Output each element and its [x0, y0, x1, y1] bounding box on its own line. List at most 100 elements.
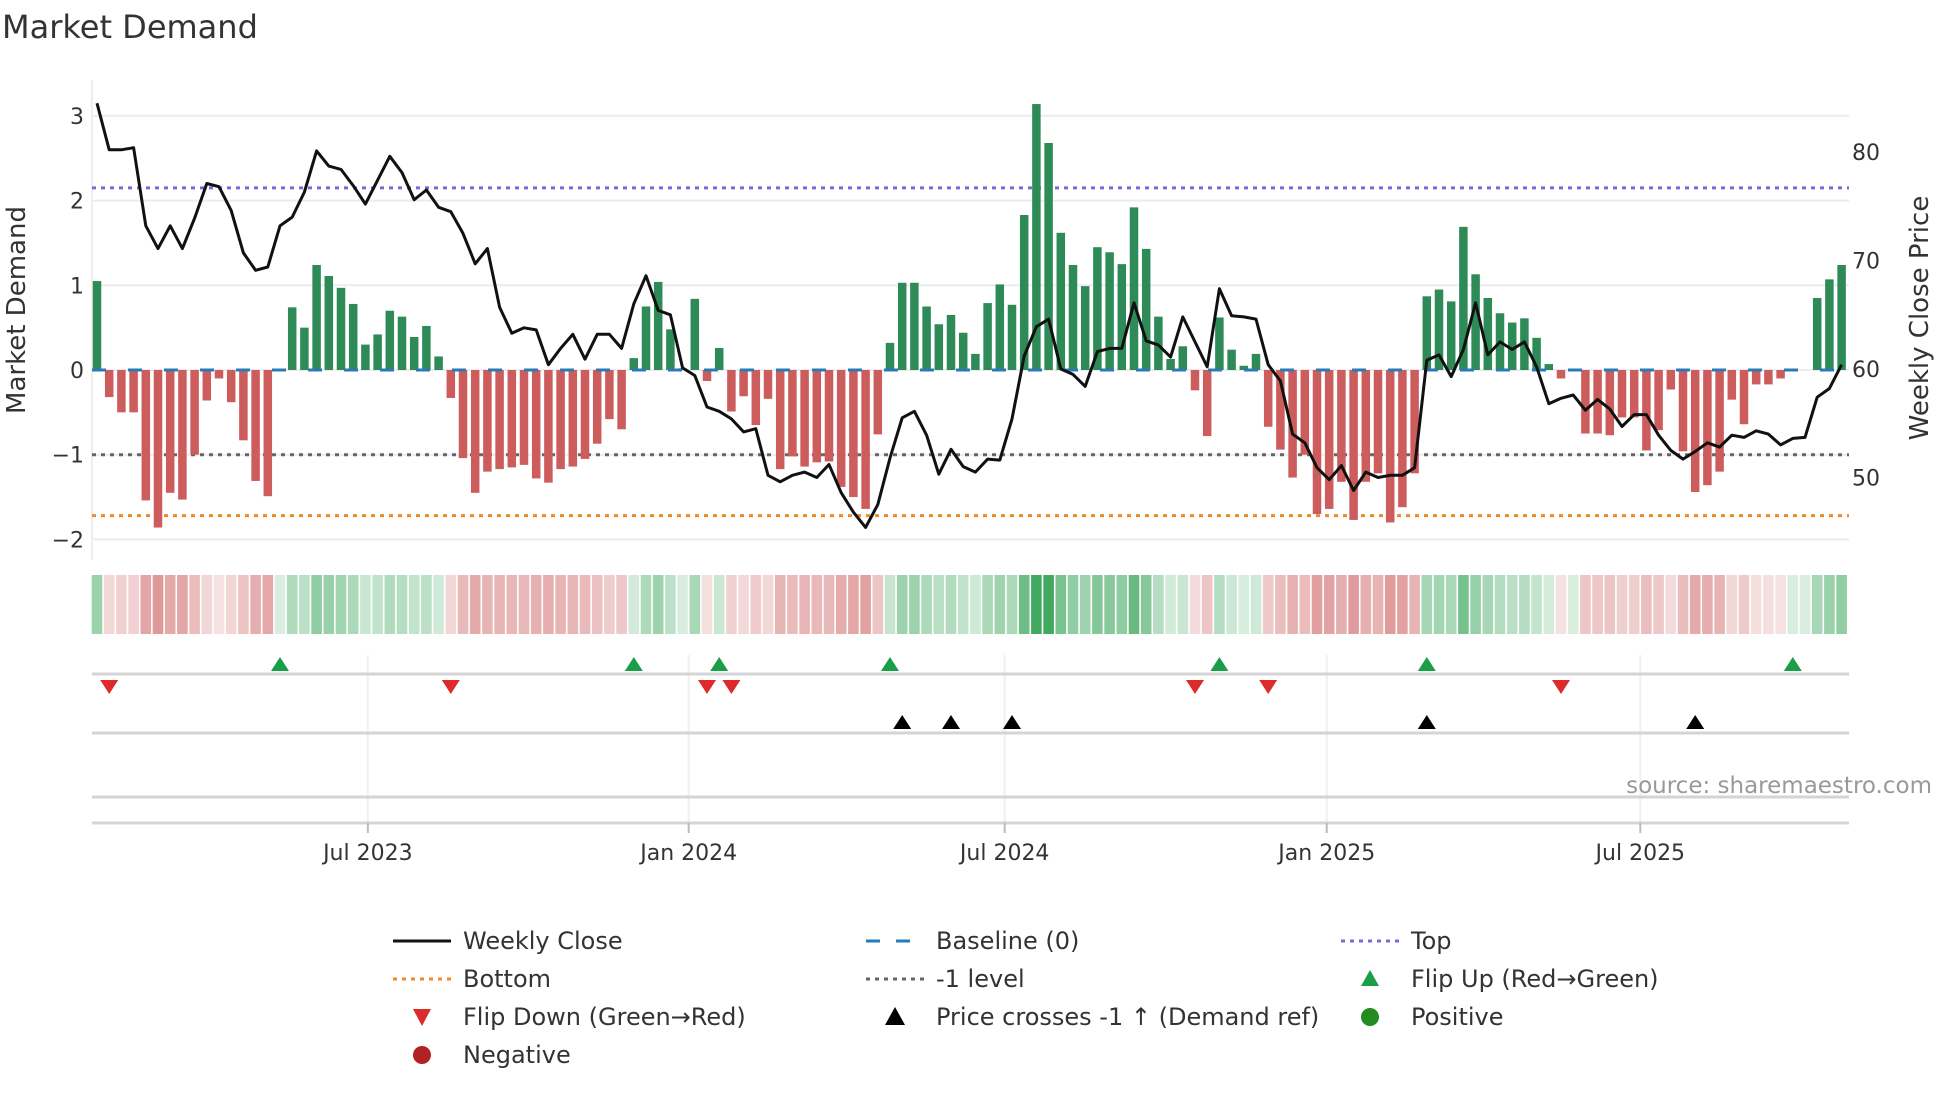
price-cross-marker — [1417, 715, 1436, 729]
y-tick-label: 1 — [70, 274, 84, 299]
negative-bar — [1385, 370, 1395, 523]
heat-cell — [860, 575, 871, 634]
negative-bar — [239, 370, 248, 441]
positive-bar — [885, 342, 895, 370]
positive-bar — [897, 282, 907, 370]
heat-cell — [1214, 575, 1225, 634]
positive-bar — [336, 287, 346, 370]
negative-bar — [519, 370, 529, 465]
y2-axis-label: Weekly Close Price — [1905, 196, 1935, 441]
negative-bar — [1593, 370, 1602, 434]
heat-cell — [665, 575, 676, 634]
positive-bar — [653, 281, 663, 370]
positive-bar — [629, 358, 639, 370]
positive-bar — [971, 353, 980, 370]
heat-cell — [1311, 575, 1323, 634]
negative-bar — [1276, 370, 1285, 450]
heat-cell — [1836, 575, 1847, 634]
heat-cell — [884, 575, 896, 634]
heat-cell — [811, 575, 823, 634]
heat-cell — [1384, 575, 1396, 634]
heat-cell — [1262, 575, 1274, 634]
heat-cell — [616, 575, 627, 634]
negative-bar — [458, 370, 468, 459]
negative-bar — [1690, 370, 1700, 492]
legend-label: Price crosses -1 ↑ (Demand ref) — [936, 1003, 1319, 1031]
heat-cell — [323, 575, 335, 634]
positive-bar — [1032, 104, 1041, 371]
negative-bar — [1642, 370, 1651, 451]
heat-cell — [933, 575, 945, 634]
negative-bar — [1764, 370, 1773, 385]
positive-bar — [1434, 289, 1444, 370]
positive-bar — [1227, 349, 1236, 370]
positive-bar — [422, 325, 431, 370]
flip-up-marker — [881, 657, 899, 671]
negative-bar — [1361, 370, 1371, 482]
negative-bar — [592, 370, 602, 444]
heat-cell — [408, 575, 420, 634]
legend-item: Baseline (0) — [866, 927, 1079, 955]
positive-bar — [434, 356, 443, 370]
heat-cell — [1360, 575, 1372, 634]
flip-up-marker — [1417, 657, 1436, 671]
heat-cell — [1665, 575, 1677, 634]
heat-cell — [689, 575, 701, 634]
positive-bar — [1825, 279, 1834, 370]
negative-bar — [1556, 370, 1566, 379]
negative-bar — [1373, 370, 1383, 474]
positive-bar — [641, 306, 651, 370]
positive-bar — [1019, 214, 1029, 370]
positive-bar — [1471, 274, 1480, 370]
positive-bar — [1129, 207, 1139, 370]
positive-bar — [312, 264, 321, 370]
heat-cell — [896, 575, 908, 634]
heat-cell — [567, 575, 579, 634]
positive-bar — [946, 314, 956, 370]
negative-bar — [153, 370, 163, 528]
negative-bar — [1654, 370, 1663, 431]
heat-cell — [1689, 575, 1701, 634]
heat-cell — [384, 575, 396, 634]
heat-cell — [1750, 575, 1762, 634]
legend-item: Flip Down (Green→Red) — [413, 1003, 746, 1031]
heat-cell — [872, 575, 884, 634]
heat-cell — [555, 575, 566, 634]
positive-bar — [1239, 365, 1249, 370]
heat-cell — [274, 575, 286, 634]
positive-bar — [983, 303, 992, 370]
negative-bar — [1666, 370, 1676, 390]
heat-cell — [518, 575, 530, 634]
positive-bar — [1422, 296, 1432, 370]
heat-cell — [1726, 575, 1738, 634]
flip-up-marker — [710, 657, 729, 671]
heat-cell — [1336, 575, 1347, 634]
positive-bar — [1251, 353, 1261, 370]
heat-cell — [311, 575, 322, 634]
positive-bar — [1178, 346, 1188, 370]
circle-icon — [413, 1046, 431, 1064]
negative-bar — [190, 370, 199, 455]
positive-bar — [1080, 286, 1090, 370]
positive-bar — [1007, 304, 1017, 370]
flip-down-marker — [1259, 680, 1278, 694]
negative-bar — [1678, 370, 1688, 452]
negative-bar — [1312, 370, 1322, 514]
positive-bar — [1544, 364, 1554, 370]
heat-cell — [335, 575, 347, 634]
positive-bar — [1105, 252, 1114, 370]
heat-cell — [1616, 575, 1628, 634]
positive-bar — [934, 324, 944, 370]
heat-cell — [762, 575, 774, 634]
heat-cell — [909, 575, 920, 634]
x-tick-label: Jul 2025 — [1594, 841, 1686, 866]
negative-bar — [178, 370, 187, 500]
heat-cell — [1494, 575, 1506, 634]
positive-bar — [385, 310, 395, 370]
heat-cell — [1397, 575, 1408, 634]
negative-bar — [141, 370, 151, 501]
negative-bar — [1190, 370, 1200, 391]
heat-cell — [1641, 575, 1652, 634]
y2-tick-label: 60 — [1852, 358, 1880, 383]
